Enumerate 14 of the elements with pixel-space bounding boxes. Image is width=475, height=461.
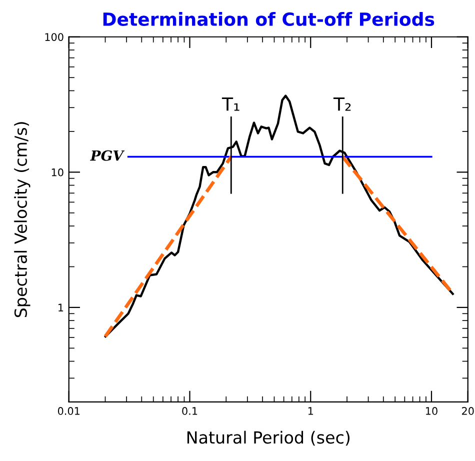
x-tick-label: 20 [462,407,474,415]
annotation: T₂ [333,97,351,111]
x-tick-label: 10 [426,407,438,415]
x-tick-label: 0.1 [182,407,198,415]
x-tick-label: 1 [308,407,313,415]
chart-title: Determination of Cut-off Periods [103,12,434,26]
x-axis-title: Natural Period (sec) [187,430,350,446]
y-axis-title: Spectral Velocity (cm/s) [14,122,30,318]
y-tick-label: 1 [58,304,64,312]
y-tick-label: 100 [45,33,64,41]
y-tick-label: 10 [52,168,64,176]
annotation: T₁ [222,97,240,111]
series-label: PGV [90,150,125,161]
x-tick-label: 0.01 [58,407,80,415]
